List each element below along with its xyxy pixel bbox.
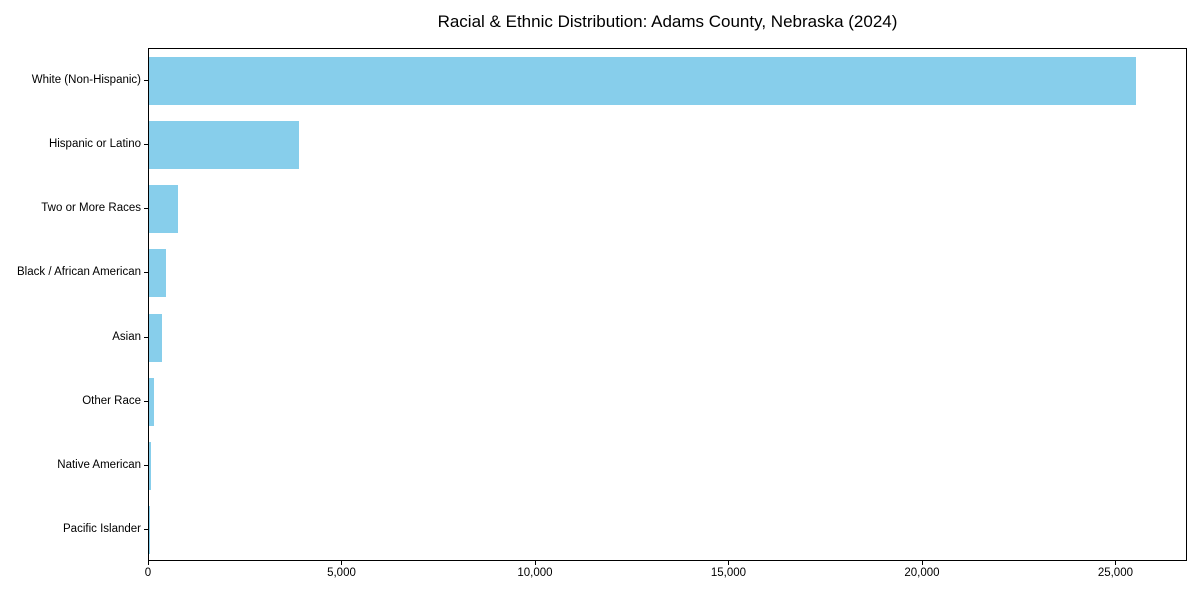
- y-tick-mark: [144, 272, 148, 274]
- x-tick-mark: [728, 561, 730, 565]
- y-tick-label: White (Non-Hispanic): [31, 74, 141, 87]
- x-tick-mark: [1115, 561, 1117, 565]
- bar-native-american: [149, 441, 151, 490]
- x-tick-mark: [534, 561, 536, 565]
- y-tick-label: Two or More Races: [41, 202, 141, 215]
- y-tick-mark: [144, 144, 148, 146]
- x-tick-label: 10,000: [517, 567, 553, 579]
- x-tick-mark: [148, 561, 149, 565]
- y-tick-label: Asian: [112, 330, 141, 343]
- bar-other-race: [149, 377, 154, 426]
- y-tick-mark: [144, 80, 148, 82]
- x-tick-label: 0: [144, 567, 152, 579]
- y-tick-label: Hispanic or Latino: [48, 138, 141, 151]
- y-tick-label: Native American: [57, 458, 141, 471]
- y-tick-mark: [144, 528, 148, 530]
- plot-area: [148, 48, 1187, 561]
- bar-two-or-more-races: [149, 185, 178, 234]
- bar-black-african-american: [149, 249, 167, 298]
- y-tick-label: Other Race: [82, 394, 141, 407]
- bar-asian: [149, 313, 162, 362]
- y-tick-label: Black / African American: [17, 266, 141, 279]
- bar-hispanic-or-latino: [149, 121, 299, 170]
- x-tick-label: 20,000: [904, 567, 940, 579]
- y-tick-mark: [144, 208, 148, 210]
- x-tick-mark: [921, 561, 923, 565]
- x-tick-mark: [341, 561, 343, 565]
- bar-white-non-hispanic: [149, 57, 1137, 106]
- y-tick-mark: [144, 400, 148, 402]
- y-tick-mark: [144, 464, 148, 466]
- chart-title: Racial & Ethnic Distribution: Adams Coun…: [437, 12, 898, 31]
- x-tick-label: 25,000: [1097, 567, 1133, 579]
- y-tick-label: Pacific Islander: [63, 522, 141, 535]
- x-tick-label: 15,000: [710, 567, 747, 579]
- y-tick-mark: [144, 336, 148, 338]
- x-tick-label: 5,000: [327, 567, 356, 579]
- bar-pacific-islander: [149, 505, 150, 554]
